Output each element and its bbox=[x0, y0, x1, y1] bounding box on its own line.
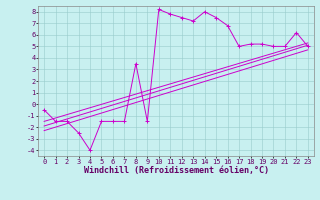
X-axis label: Windchill (Refroidissement éolien,°C): Windchill (Refroidissement éolien,°C) bbox=[84, 166, 268, 175]
